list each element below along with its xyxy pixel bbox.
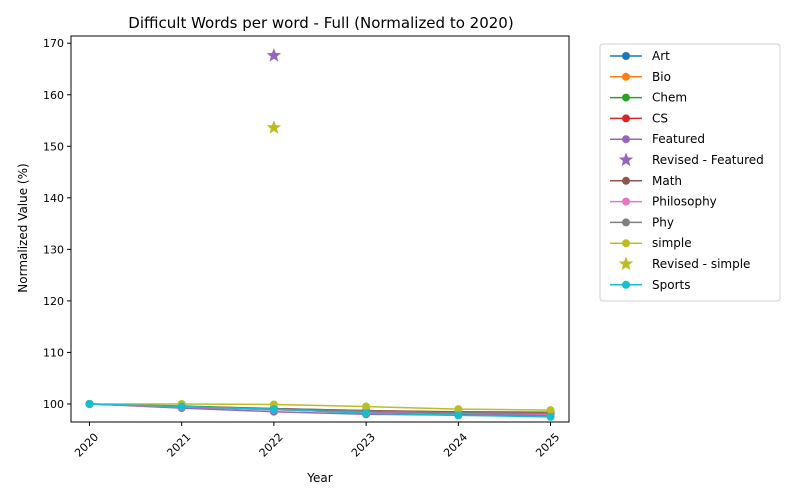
legend-label: Featured bbox=[652, 132, 705, 146]
y-tick-label: 130 bbox=[43, 243, 64, 256]
legend-marker bbox=[622, 135, 630, 144]
y-tick-label: 110 bbox=[43, 346, 64, 359]
data-point bbox=[454, 411, 463, 420]
revised-point bbox=[266, 120, 282, 134]
y-tick-label: 170 bbox=[43, 37, 64, 50]
legend: Art Bio Chem CS Featured Revised - Featured Ma… bbox=[599, 43, 781, 302]
y-axis-label: Normalized Value (%) bbox=[16, 163, 30, 292]
data-point bbox=[362, 402, 371, 411]
x-axis-label: Year bbox=[306, 471, 332, 485]
data-point bbox=[177, 402, 186, 411]
legend-marker bbox=[622, 72, 630, 81]
series-line bbox=[89, 403, 551, 418]
x-tick-label: 2023 bbox=[349, 431, 378, 460]
legend-label: Bio bbox=[652, 70, 671, 84]
series-layer bbox=[85, 48, 555, 421]
plot-area bbox=[70, 35, 570, 423]
data-point bbox=[269, 405, 278, 414]
legend-label: Revised - Featured bbox=[652, 153, 764, 167]
data-point bbox=[454, 405, 463, 414]
legend-label: simple bbox=[652, 236, 692, 250]
y-tick-label: 150 bbox=[43, 140, 64, 153]
legend-label: Philosophy bbox=[652, 195, 717, 209]
revised-point bbox=[266, 48, 282, 62]
legend-label: Revised - simple bbox=[652, 257, 750, 271]
y-tick-label: 100 bbox=[43, 398, 64, 411]
legend-label: Art bbox=[652, 49, 670, 63]
x-tick-label: 2024 bbox=[441, 431, 470, 460]
legend-marker bbox=[622, 114, 630, 123]
legend-label: Sports bbox=[652, 278, 690, 292]
legend-marker bbox=[622, 197, 630, 206]
legend-label: Chem bbox=[652, 91, 687, 105]
legend-box bbox=[599, 43, 781, 302]
data-point bbox=[362, 409, 371, 418]
y-tick-label: 140 bbox=[43, 192, 64, 205]
plot-frame bbox=[70, 35, 570, 423]
legend-label: CS bbox=[652, 111, 668, 125]
x-tick-label: 2025 bbox=[533, 431, 562, 460]
legend-label: Math bbox=[652, 174, 682, 188]
chart-title: Difficult Words per word - Full (Normali… bbox=[128, 14, 513, 32]
y-tick-label: 120 bbox=[43, 295, 64, 308]
legend-marker bbox=[622, 239, 630, 248]
legend-star-marker bbox=[618, 256, 634, 271]
legend-marker bbox=[622, 52, 630, 60]
y-tick-label: 160 bbox=[43, 89, 64, 102]
legend-marker bbox=[622, 280, 630, 289]
x-tick-label: 2021 bbox=[164, 431, 193, 460]
legend-marker bbox=[622, 176, 630, 185]
data-point bbox=[85, 399, 94, 408]
legend-label: Phy bbox=[652, 215, 674, 229]
legend-marker bbox=[622, 93, 630, 102]
data-point bbox=[546, 412, 555, 421]
series-line bbox=[89, 403, 551, 411]
data-point bbox=[546, 406, 555, 415]
x-tick-label: 2022 bbox=[257, 431, 286, 460]
y-axis: 100 110 120 130 140 150 160 170 bbox=[43, 37, 71, 411]
x-axis: 2020 2021 2022 2023 2024 2025 bbox=[72, 422, 562, 460]
legend-star-marker bbox=[618, 152, 634, 167]
legend-marker bbox=[622, 218, 630, 227]
x-tick-label: 2020 bbox=[72, 431, 101, 460]
